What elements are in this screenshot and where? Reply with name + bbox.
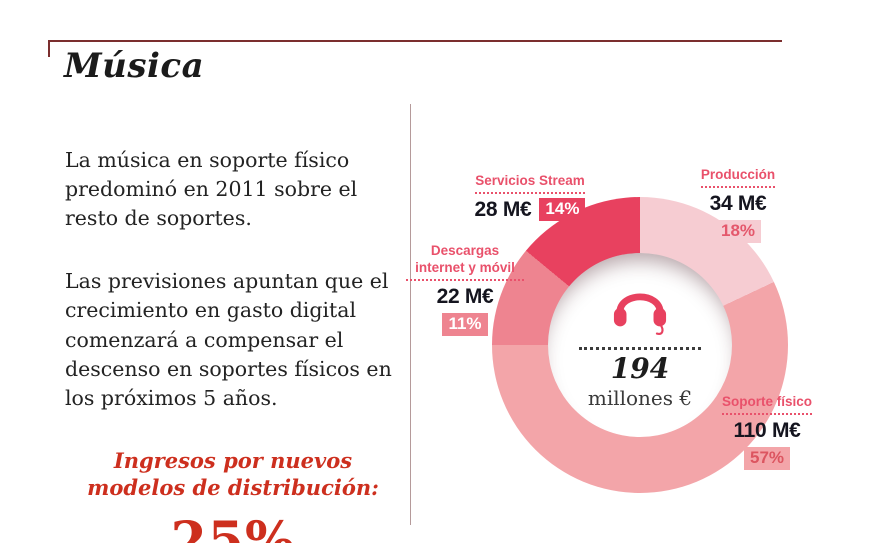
segment-value: 110 M€	[733, 418, 801, 442]
segment-value: 22 M€	[436, 284, 494, 308]
highlight-block: Ingresos por nuevos modelos de distribuc…	[65, 447, 401, 543]
segment-value: 28 M€	[474, 197, 532, 221]
segment-title: Soporte físico	[721, 394, 812, 415]
segment-title: Servicios Stream	[475, 173, 585, 194]
total-value: 194	[610, 351, 670, 385]
segment-label-descargas: Descargas internet y móvil 22 M€ 11%	[406, 243, 524, 336]
left-text-panel: La música en soporte físico predominó en…	[65, 146, 401, 543]
segment-label-produccion: Producción 34 M€ 18%	[677, 166, 799, 244]
segment-percent-badge: 57%	[743, 447, 791, 471]
dotted-separator	[579, 346, 701, 350]
segment-percent-badge: 18%	[714, 220, 762, 244]
intro-paragraph-1: La música en soporte físico predominó en…	[65, 148, 358, 231]
vertical-divider	[410, 104, 411, 525]
header-accent-rule	[48, 40, 782, 42]
highlight-value: 25%	[170, 511, 296, 543]
segment-label-soporte-fisico: Soporte físico 110 M€ 57%	[703, 393, 831, 471]
headphones-icon	[613, 293, 667, 335]
segment-title: Producción	[700, 167, 776, 188]
segment-percent-badge: 11%	[442, 312, 488, 336]
header-accent-rule-tick	[48, 40, 50, 57]
segment-label-servicios-stream: Servicios Stream 28 M€ 14%	[448, 172, 612, 222]
segment-percent-badge: 14%	[539, 198, 586, 222]
page-title: Música	[64, 46, 205, 86]
total-unit: millones €	[587, 386, 693, 411]
highlight-heading: Ingresos por nuevos modelos de distribuc…	[87, 447, 379, 501]
donut-center: 194 millones €	[548, 253, 732, 437]
segment-value: 34 M€	[709, 191, 767, 215]
donut-chart: 194 millones €	[492, 197, 788, 493]
intro-paragraph-2: Las previsiones apuntan que el crecimien…	[65, 269, 392, 410]
segment-title: Descargas internet y móvil	[406, 243, 524, 281]
